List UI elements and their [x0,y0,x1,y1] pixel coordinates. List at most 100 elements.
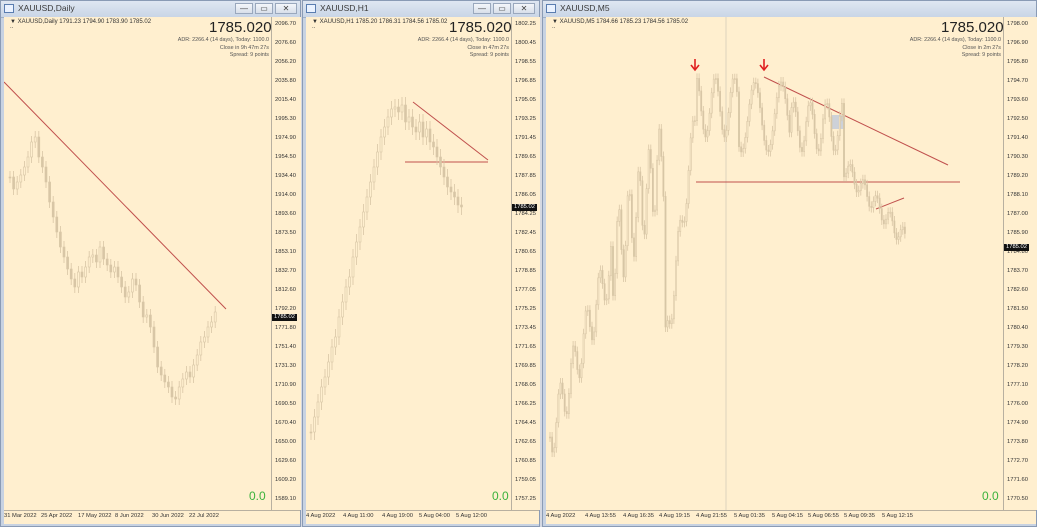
candle-body [740,146,743,153]
minimize-button[interactable]: — [235,3,253,14]
candle-body [44,166,48,183]
candle-body [861,179,864,184]
close-button[interactable]: ✕ [275,3,297,14]
candle-body [700,90,703,112]
candle-body [393,106,397,110]
candle-body [759,92,761,109]
candle-body [620,209,623,250]
candle-body [738,91,740,148]
down-arrow-icon [690,59,700,72]
candle-body [404,104,407,123]
candle-body [771,130,774,145]
price-tick: 1784.25 [515,211,536,217]
price-tick: 1789.20 [1007,173,1028,179]
price-tick: 2056.20 [275,59,296,65]
candle-body [159,366,163,376]
close-button[interactable]: ✕ [513,3,535,14]
candle-body [647,149,650,189]
candle-body [805,121,808,142]
candle-body [607,275,610,300]
price-tick: 1769.85 [515,363,536,369]
candle-body [704,128,707,138]
candle-body [19,174,23,183]
time-tick: 5 Aug 09:35 [844,513,875,519]
price-scale[interactable]: 2096.70 2076.60 2056.20 2035.80 2015.40 1995.… [271,17,301,510]
candle-body [689,137,692,171]
price-tick: 1773.80 [1007,439,1028,445]
titlebar[interactable]: XAUUSD,Daily — ▭ ✕ [1,1,300,18]
minimize-button[interactable]: — [473,3,491,14]
chart-menu-icon[interactable]: ▼ [312,19,320,25]
price-tick: 1791.40 [1007,135,1028,141]
candle-body [849,164,852,167]
price-tick: 1781.50 [1007,306,1028,312]
candle-body [870,206,873,208]
window-title: XAUUSD,Daily [18,3,75,13]
candle-body [794,101,797,113]
candle-body [811,102,814,115]
price-tick: 1772.70 [1007,458,1028,464]
price-tick: 1768.05 [515,382,536,388]
price-scale[interactable]: 1798.00 1796.90 1795.80 1794.70 1793.60 1792.… [1003,17,1037,510]
candle-body [595,304,598,333]
price-tick: 1796.85 [515,78,536,84]
price-tick: 1757.25 [515,496,536,502]
chart-plot-area[interactable]: ▼ XAUUSD,Daily 1791.23 1794.90 1783.90 1… [4,17,271,510]
maximize-button[interactable]: ▭ [493,3,511,14]
candle-body [706,130,709,138]
candle-body [120,276,123,288]
candle-body [453,191,456,198]
chart-plot-area[interactable]: ▼ XAUUSD,M5 1784.66 1785.23 1784.56 1785… [546,17,1003,510]
candle-body [840,103,843,117]
current-price-tag: 1785.02 [272,314,297,321]
candle-body [578,369,581,379]
candle-body [878,197,881,210]
candle-body [813,114,816,134]
titlebar[interactable]: XAUUSD,H1 — ▭ ✕ [303,1,539,18]
candle-body [788,114,791,133]
candle-body [807,105,810,123]
window-title: XAUUSD,M5 [560,3,610,13]
candle-body [26,156,30,168]
time-tick: 4 Aug 19:00 [382,513,413,519]
chart-menu-icon[interactable]: ▼ [552,19,560,25]
candle-body [586,309,589,312]
price-tick: 1795.80 [1007,59,1028,65]
titlebar[interactable]: XAUUSD,M5 [543,1,1036,18]
time-tick: 5 Aug 12:00 [456,513,487,519]
candle-body [778,85,780,98]
chart-plot-area[interactable]: ▼ XAUUSD,H1 1785.20 1786.31 1784.56 1785… [306,17,511,510]
price-tick: 1792.20 [275,306,296,312]
candle-body [790,107,793,133]
candle-body [557,393,560,423]
candle-body [113,266,116,273]
price-tick: 1792.50 [1007,116,1028,122]
time-tick: 4 Aug 13:55 [585,513,616,519]
price-tick: 1787.00 [1007,211,1028,217]
candle-body [832,136,835,151]
candle-body [55,216,59,233]
chart-menu-icon[interactable]: ▼ [10,19,18,25]
time-tick: 22 Jul 2022 [189,513,219,519]
chart-window-h1[interactable]: XAUUSD,H1 — ▭ ✕ ▼ XAUUSD,H1 1785.20 1786… [302,0,540,527]
candle-body [769,144,772,152]
candle-body [601,270,604,284]
chart-window-m5[interactable]: XAUUSD,M5 ▼ XAUUSD,M5 1784.66 1785.23 17… [542,0,1037,527]
price-tick: 1974.90 [275,135,296,141]
candle-body [584,310,587,335]
price-tick: 1800.45 [515,40,536,46]
time-axis: 31 Mar 2022 25 Apr 2022 17 May 2022 8 Jun 2… [4,510,300,524]
candle-body [559,382,562,395]
time-tick: 4 Aug 2022 [546,513,576,519]
maximize-button[interactable]: ▭ [255,3,273,14]
price-scale[interactable]: 1802.25 1800.45 1798.55 1796.85 1795.05 1793.… [511,17,540,510]
candle-body [733,78,736,81]
candle-body [163,374,167,383]
price-tick: 1791.45 [515,135,536,141]
candle-body [830,116,833,137]
candle-body [803,140,806,152]
candle-body [138,284,141,303]
candle-body [710,92,713,114]
candle-body [727,112,730,131]
chart-window-daily[interactable]: XAUUSD,Daily — ▭ ✕ ▼ XAUUSD,Daily 1791.2… [0,0,301,527]
